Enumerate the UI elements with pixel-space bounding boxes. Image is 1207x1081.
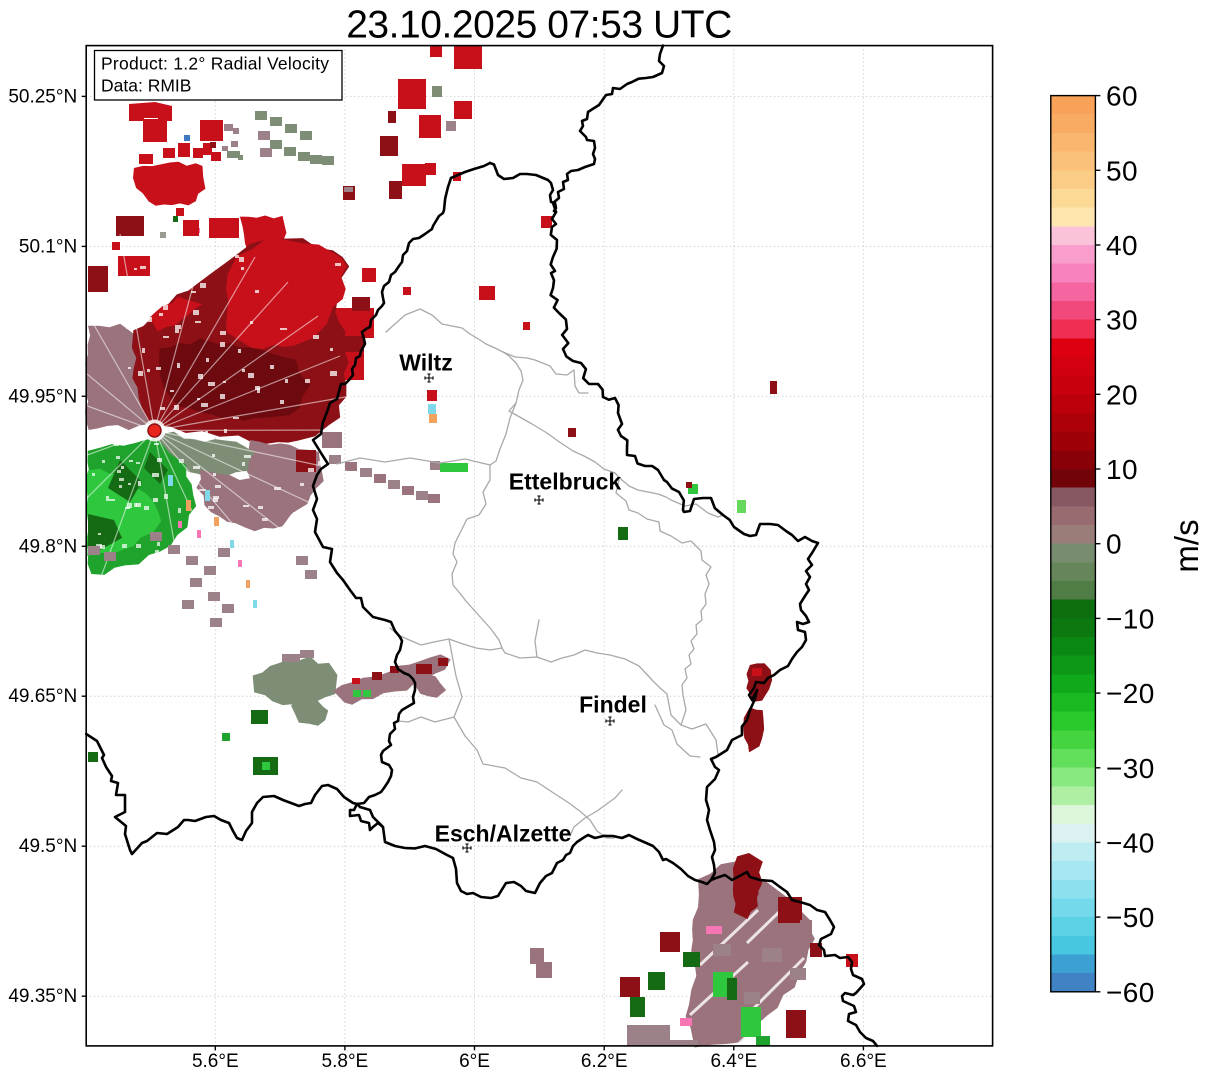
svg-text:50.25°N: 50.25°N: [8, 86, 77, 107]
svg-text:m/s: m/s: [1168, 519, 1205, 572]
svg-text:49.8°N: 49.8°N: [19, 536, 77, 557]
svg-text:Ettelbruck: Ettelbruck: [509, 469, 622, 495]
svg-text:60: 60: [1106, 81, 1138, 112]
svg-text:49.5°N: 49.5°N: [19, 836, 77, 857]
svg-text:Data: RMIB: Data: RMIB: [101, 76, 191, 96]
svg-text:49.95°N: 49.95°N: [8, 386, 77, 407]
svg-text:23.10.2025 07:53 UTC: 23.10.2025 07:53 UTC: [346, 4, 732, 47]
svg-text:30: 30: [1106, 305, 1138, 336]
svg-text:49.35°N: 49.35°N: [8, 986, 77, 1007]
svg-text:0: 0: [1106, 529, 1122, 560]
svg-text:Wiltz: Wiltz: [399, 350, 452, 376]
svg-text:10: 10: [1106, 454, 1138, 485]
svg-text:50: 50: [1106, 155, 1138, 186]
svg-text:−40: −40: [1106, 827, 1155, 858]
svg-text:49.65°N: 49.65°N: [8, 686, 77, 707]
svg-text:6.4°E: 6.4°E: [710, 1051, 757, 1072]
svg-text:40: 40: [1106, 230, 1138, 261]
svg-text:20: 20: [1106, 379, 1138, 410]
svg-text:5.6°E: 5.6°E: [192, 1051, 239, 1072]
svg-text:5.8°E: 5.8°E: [322, 1051, 369, 1072]
svg-text:6.2°E: 6.2°E: [581, 1051, 628, 1072]
svg-text:−10: −10: [1106, 603, 1155, 634]
svg-text:Product: 1.2° Radial Velocity: Product: 1.2° Radial Velocity: [101, 54, 329, 74]
svg-text:−20: −20: [1106, 678, 1155, 709]
svg-text:−50: −50: [1106, 902, 1155, 933]
svg-text:Esch/Alzette: Esch/Alzette: [435, 821, 572, 847]
svg-text:−60: −60: [1106, 977, 1155, 1008]
svg-text:Findel: Findel: [579, 692, 647, 718]
svg-text:6°E: 6°E: [459, 1051, 490, 1072]
svg-text:6.6°E: 6.6°E: [840, 1051, 887, 1072]
svg-text:−30: −30: [1106, 753, 1155, 784]
svg-text:50.1°N: 50.1°N: [19, 236, 77, 257]
